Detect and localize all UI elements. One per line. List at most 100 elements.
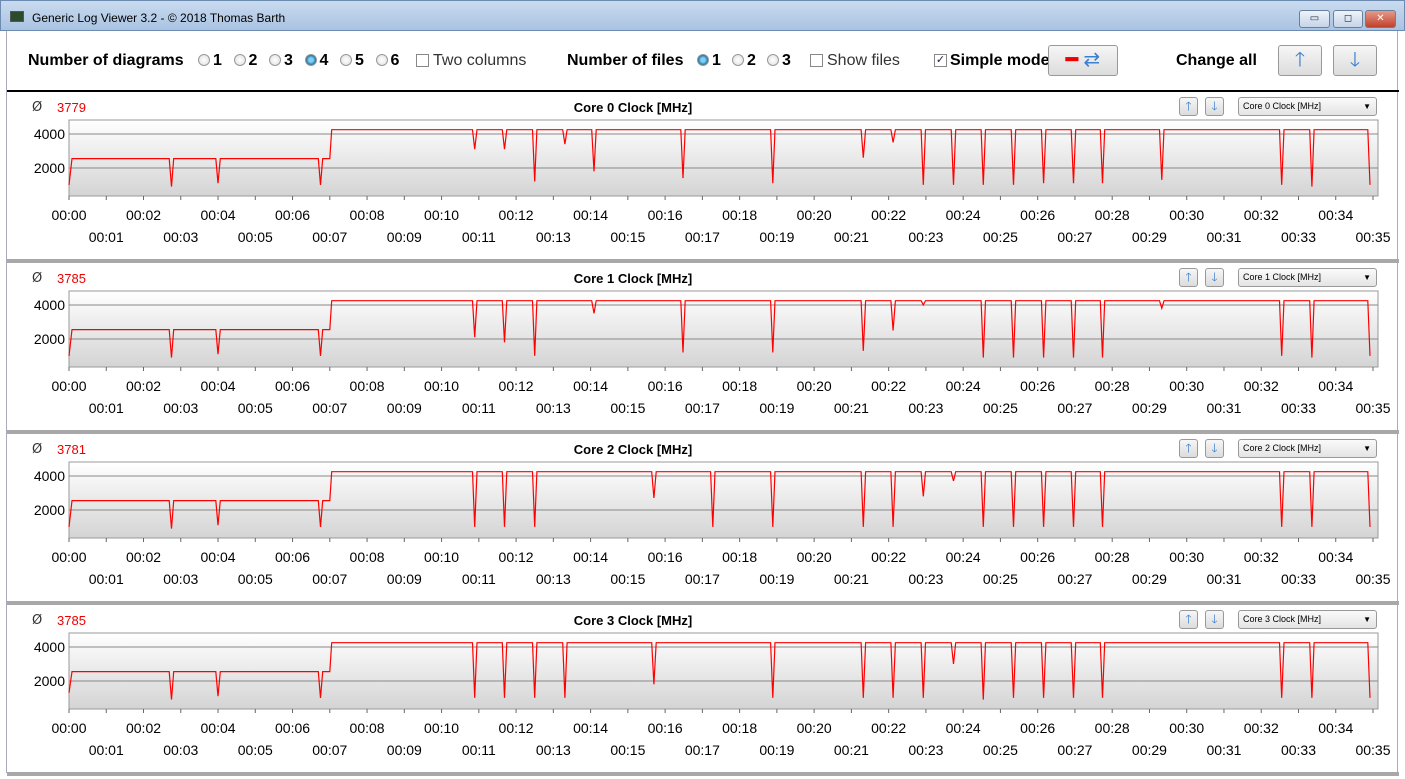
file-count-radio-2[interactable] bbox=[732, 54, 744, 66]
move-up-button[interactable]: 🡑 bbox=[1179, 268, 1198, 287]
x-tick-label: 00:06 bbox=[275, 549, 310, 565]
arrow-down-icon: 🡓 bbox=[1349, 49, 1361, 71]
move-up-button[interactable]: 🡑 bbox=[1179, 610, 1198, 629]
x-tick-label: 00:21 bbox=[834, 229, 869, 245]
line-chart: 2000400000:0000:0100:0200:0300:0400:0500… bbox=[34, 461, 1391, 587]
average-symbol: Ø bbox=[32, 271, 43, 286]
two-columns-checkbox[interactable] bbox=[416, 54, 429, 67]
series-line bbox=[68, 300, 1371, 358]
x-tick-label: 00:15 bbox=[610, 229, 645, 245]
move-down-button[interactable]: 🡓 bbox=[1205, 439, 1224, 458]
file-count-radio-1[interactable] bbox=[697, 54, 709, 66]
y-tick-label: 2000 bbox=[34, 502, 65, 518]
x-tick-label: 00:09 bbox=[387, 742, 422, 758]
diagram-count-radio-6[interactable] bbox=[375, 54, 388, 66]
simple-mode-label: Simple mode bbox=[950, 52, 1050, 69]
x-tick-label: 00:23 bbox=[908, 742, 943, 758]
x-tick-label: 00:12 bbox=[499, 378, 534, 394]
move-all-down-button[interactable]: 🡓 bbox=[1333, 45, 1377, 76]
x-tick-label: 00:08 bbox=[350, 549, 385, 565]
x-tick-label: 00:31 bbox=[1206, 571, 1241, 587]
x-tick-label: 00:02 bbox=[126, 207, 161, 223]
x-tick-label: 00:13 bbox=[536, 229, 571, 245]
channel-select[interactable]: Core 1 Clock [MHz] ▼ bbox=[1238, 268, 1377, 287]
x-tick-label: 00:15 bbox=[610, 400, 645, 416]
x-tick-label: 00:00 bbox=[51, 378, 86, 394]
y-tick-label: 4000 bbox=[34, 639, 65, 655]
x-tick-label: 00:09 bbox=[387, 229, 422, 245]
panel-divider bbox=[7, 772, 1399, 776]
channel-select[interactable]: Core 3 Clock [MHz] ▼ bbox=[1238, 610, 1377, 629]
diagram-count-radio-2[interactable] bbox=[233, 54, 246, 66]
diagram-count-label-2: 2 bbox=[248, 52, 258, 69]
diagram-count-radio-1[interactable] bbox=[198, 54, 210, 66]
x-tick-label: 00:03 bbox=[163, 400, 198, 416]
chart-title: Core 0 Clock [MHz] bbox=[573, 100, 693, 115]
channel-select[interactable]: Core 0 Clock [MHz] ▼ bbox=[1238, 97, 1377, 116]
move-down-button[interactable]: 🡓 bbox=[1205, 268, 1224, 287]
num-diagrams-label: Number of diagrams bbox=[28, 52, 184, 69]
two-columns-label: Two columns bbox=[433, 52, 527, 69]
x-tick-label: 00:23 bbox=[908, 400, 943, 416]
move-all-up-button[interactable]: 🡑 bbox=[1278, 45, 1322, 76]
chart-title: Core 1 Clock [MHz] bbox=[573, 271, 693, 286]
diagram-count-radio-5[interactable] bbox=[340, 54, 352, 66]
channel-select-value: Core 2 Clock [MHz] bbox=[1243, 443, 1322, 453]
x-tick-label: 00:07 bbox=[312, 400, 347, 416]
x-tick-label: 00:32 bbox=[1244, 207, 1279, 223]
x-tick-label: 00:24 bbox=[946, 549, 981, 565]
x-tick-label: 00:28 bbox=[1095, 549, 1130, 565]
average-symbol: Ø bbox=[32, 442, 43, 457]
file-count-radio-3[interactable] bbox=[767, 54, 779, 66]
move-down-button[interactable]: 🡓 bbox=[1205, 610, 1224, 629]
x-tick-label: 00:08 bbox=[350, 378, 385, 394]
move-down-button[interactable]: 🡓 bbox=[1205, 97, 1224, 116]
x-tick-label: 00:02 bbox=[126, 549, 161, 565]
move-up-button[interactable]: 🡑 bbox=[1179, 439, 1198, 458]
line-style-refresh-button[interactable]: ━ ⇄ bbox=[1048, 45, 1118, 76]
x-tick-label: 00:00 bbox=[51, 720, 86, 736]
x-tick-label: 00:07 bbox=[312, 229, 347, 245]
x-tick-label: 00:29 bbox=[1132, 742, 1167, 758]
channel-select[interactable]: Core 2 Clock [MHz] ▼ bbox=[1238, 439, 1377, 458]
x-tick-label: 00:20 bbox=[797, 378, 832, 394]
x-tick-label: 00:10 bbox=[424, 207, 459, 223]
x-tick-label: 00:17 bbox=[685, 571, 720, 587]
x-tick-label: 00:02 bbox=[126, 378, 161, 394]
x-tick-label: 00:35 bbox=[1355, 229, 1390, 245]
x-tick-label: 00:33 bbox=[1281, 742, 1316, 758]
simple-mode-checkbox[interactable]: ✓ bbox=[934, 54, 947, 67]
x-tick-label: 00:16 bbox=[648, 378, 683, 394]
x-tick-label: 00:09 bbox=[387, 571, 422, 587]
y-tick-label: 4000 bbox=[34, 126, 65, 142]
x-tick-label: 00:12 bbox=[499, 207, 534, 223]
show-files-checkbox[interactable] bbox=[810, 54, 823, 67]
x-tick-label: 00:24 bbox=[946, 207, 981, 223]
move-up-button[interactable]: 🡑 bbox=[1179, 97, 1198, 116]
x-tick-label: 00:14 bbox=[573, 549, 608, 565]
x-tick-label: 00:05 bbox=[238, 229, 273, 245]
x-tick-label: 00:01 bbox=[89, 400, 124, 416]
x-tick-label: 00:14 bbox=[573, 207, 608, 223]
x-tick-label: 00:03 bbox=[163, 742, 198, 758]
x-tick-label: 00:25 bbox=[983, 229, 1018, 245]
x-tick-label: 00:29 bbox=[1132, 400, 1167, 416]
x-tick-label: 00:06 bbox=[275, 378, 310, 394]
x-tick-label: 00:04 bbox=[201, 720, 236, 736]
x-tick-label: 00:04 bbox=[201, 207, 236, 223]
x-tick-label: 00:26 bbox=[1020, 549, 1055, 565]
x-tick-label: 00:08 bbox=[350, 207, 385, 223]
x-tick-label: 00:16 bbox=[648, 720, 683, 736]
close-button[interactable]: ✕ bbox=[1365, 10, 1396, 28]
diagram-count-radio-4[interactable] bbox=[304, 54, 317, 66]
average-value: 3781 bbox=[57, 442, 86, 457]
minimize-button[interactable]: ▭ bbox=[1299, 10, 1330, 28]
maximize-button[interactable]: ◻ bbox=[1333, 10, 1363, 28]
x-tick-label: 00:23 bbox=[908, 229, 943, 245]
x-tick-label: 00:21 bbox=[834, 742, 869, 758]
diagram-count-radio-3[interactable] bbox=[269, 54, 281, 66]
x-tick-label: 00:15 bbox=[610, 571, 645, 587]
refresh-icon: ⇄ bbox=[1083, 49, 1101, 71]
x-tick-label: 00:11 bbox=[462, 229, 496, 245]
x-tick-label: 00:33 bbox=[1281, 229, 1316, 245]
